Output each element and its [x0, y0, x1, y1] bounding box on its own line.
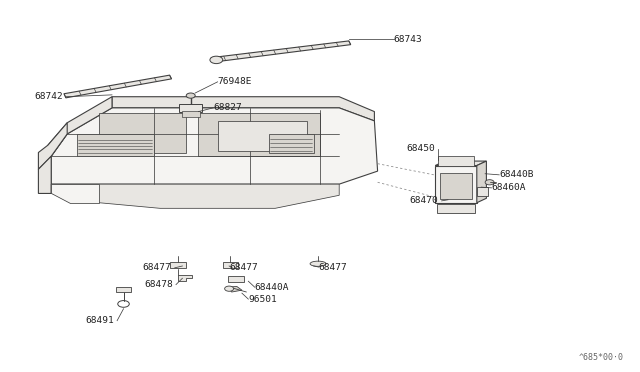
Text: 96501: 96501	[248, 295, 277, 304]
Polygon shape	[211, 41, 351, 62]
Circle shape	[225, 286, 234, 291]
FancyBboxPatch shape	[223, 262, 238, 268]
Polygon shape	[99, 113, 186, 153]
FancyBboxPatch shape	[179, 104, 202, 112]
FancyBboxPatch shape	[477, 187, 488, 196]
FancyBboxPatch shape	[182, 111, 200, 117]
Polygon shape	[218, 121, 307, 151]
Polygon shape	[48, 97, 112, 156]
Text: 68440B: 68440B	[499, 170, 534, 179]
Text: ^685*00·0: ^685*00·0	[579, 353, 624, 362]
Text: 68742: 68742	[34, 92, 63, 101]
Text: 68743: 68743	[394, 35, 422, 44]
Polygon shape	[64, 75, 172, 98]
Text: 68440A: 68440A	[255, 283, 289, 292]
Text: 68477: 68477	[143, 263, 172, 272]
Polygon shape	[77, 134, 154, 156]
Text: 68827: 68827	[213, 103, 242, 112]
Circle shape	[186, 93, 195, 98]
Polygon shape	[198, 113, 320, 156]
Polygon shape	[440, 173, 472, 199]
Polygon shape	[269, 134, 314, 153]
Polygon shape	[438, 156, 474, 166]
Polygon shape	[38, 123, 67, 169]
Text: 68470: 68470	[410, 196, 438, 205]
FancyBboxPatch shape	[116, 287, 131, 292]
Polygon shape	[435, 166, 477, 203]
Polygon shape	[435, 161, 486, 166]
Polygon shape	[227, 286, 242, 292]
Text: 68491: 68491	[85, 316, 114, 325]
Polygon shape	[112, 97, 374, 121]
Polygon shape	[51, 108, 378, 184]
Polygon shape	[178, 275, 192, 281]
Circle shape	[485, 180, 494, 185]
Text: 68460A: 68460A	[492, 183, 526, 192]
Polygon shape	[51, 184, 339, 208]
Text: 68478: 68478	[144, 280, 173, 289]
FancyBboxPatch shape	[170, 262, 186, 268]
FancyBboxPatch shape	[228, 276, 244, 282]
Ellipse shape	[310, 261, 326, 266]
Polygon shape	[477, 161, 486, 203]
Polygon shape	[51, 184, 99, 203]
Text: 68477: 68477	[229, 263, 258, 272]
FancyBboxPatch shape	[437, 204, 475, 213]
Polygon shape	[38, 156, 51, 193]
Text: 68450: 68450	[406, 144, 435, 153]
Circle shape	[210, 56, 223, 64]
Text: 68477: 68477	[319, 263, 348, 272]
Text: 76948E: 76948E	[218, 77, 252, 86]
